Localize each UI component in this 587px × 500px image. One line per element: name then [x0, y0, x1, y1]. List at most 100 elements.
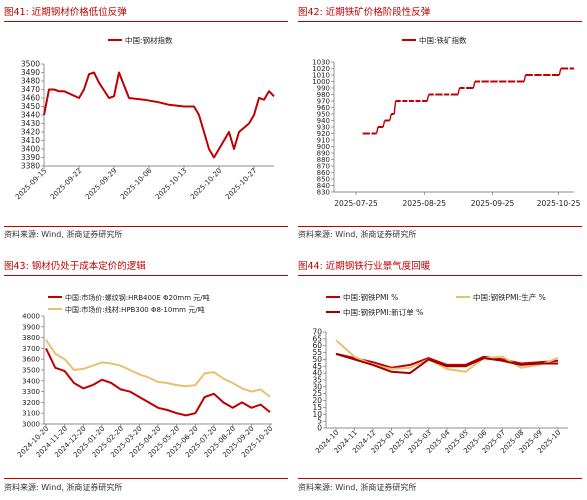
series-riser — [382, 120, 386, 128]
y-tick-label: 830 — [317, 189, 330, 197]
y-tick-label: 3100 — [22, 410, 40, 418]
iron-ore-index-chart: 8308408508608708808909009109209309409509… — [312, 35, 581, 208]
y-tick-label: 900 — [317, 143, 330, 151]
series-line-1 — [45, 347, 271, 417]
y-tick-label: 3450 — [21, 102, 40, 111]
x-tick-label: 2025-09-29 — [84, 167, 118, 201]
x-tick-label: 2025-10-20 — [189, 167, 223, 201]
y-tick-label: 3200 — [22, 399, 40, 407]
y-tick-label: 5 — [317, 417, 322, 426]
y-tick-label: 3410 — [21, 136, 40, 145]
y-tick-label: 20 — [312, 396, 322, 405]
series-riser — [558, 68, 562, 76]
y-tick-label: 3430 — [21, 119, 40, 128]
y-tick-label: 40 — [312, 369, 322, 378]
y-tick-label: 3700 — [22, 345, 40, 353]
y-tick-label: 1030 — [312, 59, 330, 67]
title-divider — [298, 21, 582, 22]
x-tick-label: 2025-07-25 — [334, 199, 378, 208]
y-tick-label: 60 — [312, 341, 322, 350]
series-riser — [375, 126, 379, 134]
y-tick-label: 970 — [317, 98, 330, 106]
legend-label: 中国:钢材指数 — [125, 35, 173, 45]
y-tick-label: 3380 — [21, 162, 40, 171]
y-tick-label: 30 — [312, 382, 322, 391]
y-tick-label: 3420 — [21, 128, 40, 137]
legend-label: 中国:钢铁PMI % — [343, 292, 398, 302]
y-tick-label: 850 — [317, 176, 330, 184]
series-riser — [426, 94, 430, 102]
chart-title: 图44: 近期钢铁行业景气度回暖 — [298, 261, 431, 272]
y-tick-label: 15 — [312, 403, 322, 412]
chart-panel-rebar-wire-price: 图43: 钢材仍处于成本定价的逻辑 3000 3100 3200 3300 3400 35… — [4, 258, 288, 496]
y-tick-label: 10 — [312, 410, 322, 419]
source-note: 资料来源: Wind, 浙商证券研究所 — [4, 483, 123, 492]
series-line-3 — [335, 352, 558, 375]
y-tick-label: 3600 — [22, 356, 40, 364]
x-tick-label: 2025-10-27 — [224, 167, 258, 201]
y-tick-label: 860 — [317, 169, 330, 177]
chart-title: 图42: 近期铁矿价格阶段性反弹 — [298, 7, 431, 18]
y-tick-label: 1020 — [312, 65, 330, 73]
chart-title: 图41: 近期钢材价格低位反弹 — [4, 7, 127, 18]
steel-index-chart: 3380339034003410342034303440345034603470… — [14, 35, 275, 201]
legend-label: 中国:钢铁PMI:生产 % — [473, 292, 546, 302]
x-tick-label: 2025-09-22 — [49, 167, 83, 201]
source-divider — [4, 478, 288, 479]
chart-panel-steel-pmi: 图44: 近期钢铁行业景气度回暖 0 5 10 15 20 25 30 35 40 45 50 55 6… — [298, 258, 582, 496]
legend-label: 中国:市场价:线材:HPB300 Φ8-10mm 元/吨 — [65, 305, 205, 314]
chart-panel-iron-ore-index: 图42: 近期铁矿价格阶段性反弹 830 840 850 860 870 880 890 90… — [298, 4, 582, 239]
y-tick-label: 3480 — [21, 77, 40, 86]
y-tick-label: 870 — [317, 163, 330, 171]
y-tick-label: 920 — [317, 130, 330, 138]
y-tick-label: 3300 — [22, 388, 40, 396]
source-note: 资料来源: Wind, 浙商证券研究所 — [298, 483, 417, 492]
steel-pmi-chart: 05101520253035404550556065702024-102024-… — [312, 292, 568, 455]
y-tick-label: 840 — [317, 182, 330, 190]
x-tick-label: 2025-10-06 — [119, 166, 154, 201]
x-tick-label: 2025-10-25 — [537, 199, 581, 208]
title-divider — [4, 21, 288, 22]
source-divider — [4, 226, 288, 227]
y-tick-label: 50 — [312, 355, 322, 364]
y-tick-label: 880 — [317, 156, 330, 164]
y-tick-label: 3800 — [22, 334, 40, 342]
legend-label: 中国:铁矿指数 — [419, 35, 467, 45]
y-tick-label: 3900 — [22, 323, 40, 331]
y-tick-label: 3000 — [22, 421, 40, 429]
x-tick-label: 2025-08-25 — [402, 199, 446, 208]
legend-label: 中国:钢铁PMI:新订单 % — [343, 307, 423, 317]
series-riser — [523, 74, 527, 82]
series-line-1 — [335, 352, 559, 369]
chart-panel-steel-index: 图41: 近期钢材价格低位反弹 3380 3390 3400 3410 3420 3430… — [4, 4, 288, 239]
y-tick-label: 45 — [312, 362, 322, 371]
y-tick-label: 3470 — [21, 85, 40, 94]
y-tick-label: 1000 — [312, 78, 330, 86]
y-tick-label: 990 — [317, 85, 330, 93]
source-note: 资料来源: Wind, 浙商证券研究所 — [298, 230, 417, 239]
series-riser — [393, 100, 397, 115]
x-tick-label: 2025-10-13 — [154, 167, 188, 201]
y-tick-label: 55 — [312, 348, 322, 357]
source-divider — [298, 226, 582, 227]
y-tick-label: 3500 — [21, 60, 40, 69]
y-tick-label: 3390 — [21, 153, 40, 162]
x-tick-label: 2025-09-15 — [14, 167, 48, 201]
y-tick-label: 3500 — [22, 367, 40, 375]
y-tick-label: 960 — [317, 104, 330, 112]
y-tick-label: 3400 — [21, 145, 40, 154]
title-divider — [4, 275, 288, 276]
y-tick-label: 950 — [317, 111, 330, 119]
y-tick-label: 4000 — [22, 313, 40, 321]
y-tick-label: 890 — [317, 150, 330, 158]
y-tick-label: 940 — [317, 117, 330, 125]
chart-title: 图43: 钢材仍处于成本定价的逻辑 — [4, 261, 146, 272]
series-riser — [389, 113, 392, 121]
y-tick-label: 25 — [312, 389, 322, 398]
y-tick-label: 980 — [317, 91, 330, 99]
y-tick-label: 930 — [317, 124, 330, 132]
source-divider — [298, 478, 582, 479]
y-tick-label: 1010 — [312, 72, 330, 80]
legend-label: 中国:市场价:螺纹钢:HRB400E Φ20mm 元/吨 — [65, 293, 210, 302]
series-line-2 — [45, 339, 271, 398]
